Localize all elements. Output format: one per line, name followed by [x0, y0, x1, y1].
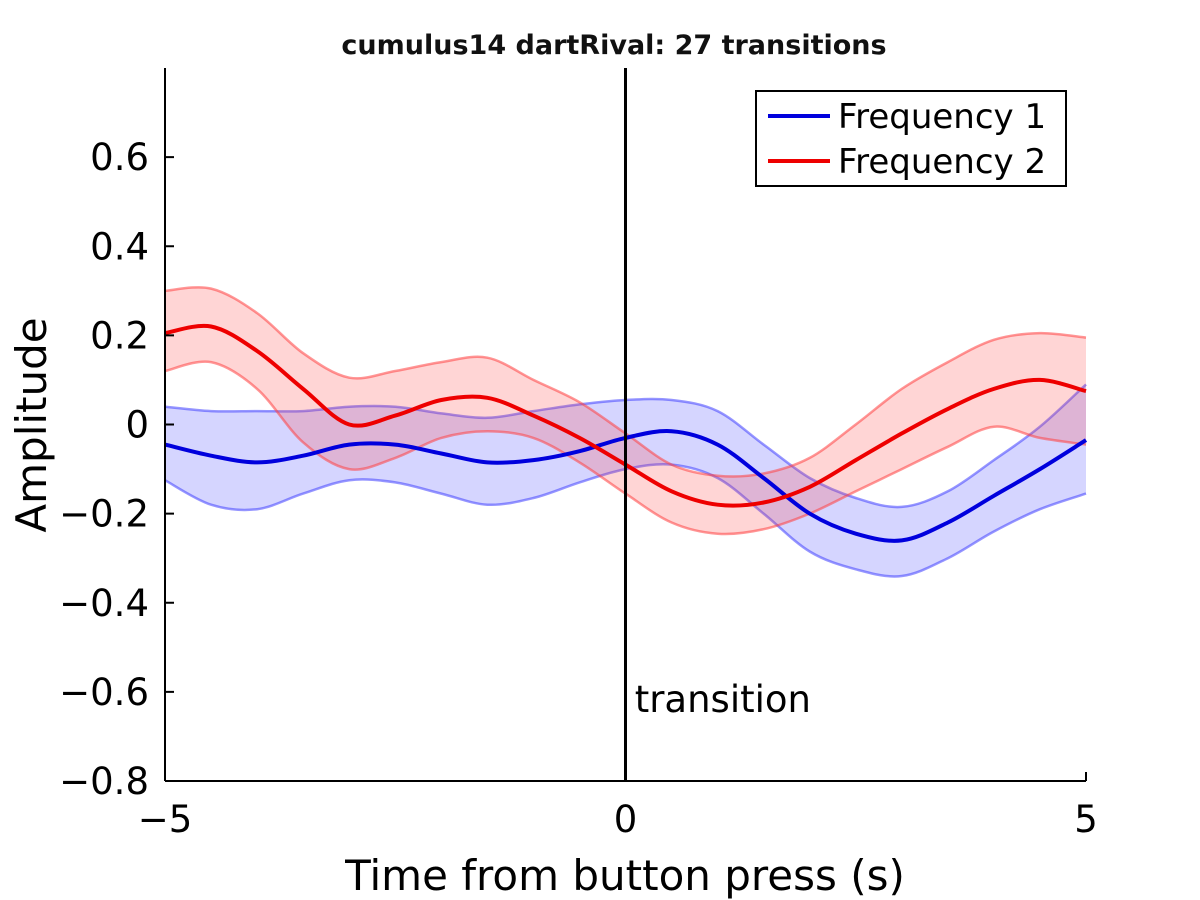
legend-box	[755, 90, 1067, 187]
legend-label-1: Frequency 1	[838, 97, 1046, 137]
y-tick-label: −0.4	[59, 582, 149, 625]
chart-title: cumulus14 dartRival: 27 transitions	[341, 30, 886, 61]
axes	[164, 68, 1087, 782]
legend: Frequency 1 Frequency 2	[755, 90, 1067, 187]
y-axis-label: Amplitude	[7, 317, 56, 532]
y-tick-label: 0.2	[90, 314, 149, 357]
y-tick-label: 0	[125, 404, 149, 447]
y-tick-label: −0.8	[59, 760, 149, 803]
y-tick-label: −0.2	[59, 493, 149, 536]
band-fill-1	[165, 384, 1086, 577]
x-tick-label: 0	[614, 798, 638, 841]
x-axis-label: Time from button press (s)	[344, 851, 905, 900]
tick-labels: −0.8 −0.6 −0.4 −0.2 0 0.2 0.4 0.6 −5 0 5	[59, 136, 1098, 841]
band-fill-2	[165, 287, 1086, 534]
x-tick-label: 5	[1074, 798, 1098, 841]
x-tick-label: −5	[138, 798, 193, 841]
y-tick-label: −0.6	[59, 671, 149, 714]
y-tick-label: 0.4	[90, 225, 149, 268]
transition-annotation: transition	[635, 678, 811, 721]
y-tick-label: 0.6	[90, 136, 149, 179]
legend-label-2: Frequency 2	[838, 142, 1046, 182]
